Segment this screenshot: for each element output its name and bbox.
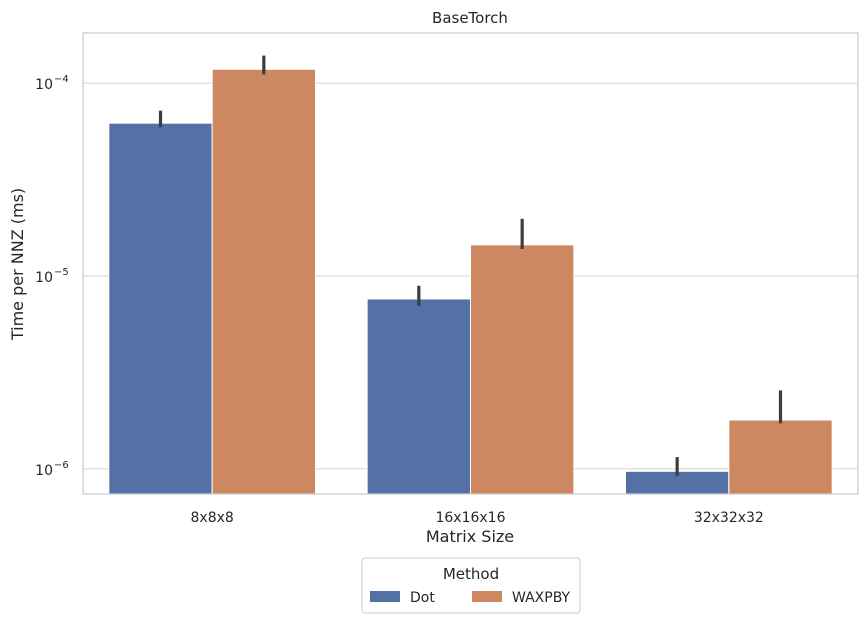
- x-tick-label: 8x8x8: [191, 510, 234, 526]
- legend: Method Dot WAXPBY: [361, 557, 581, 614]
- y-axis-ticks: 10−610−510−4: [35, 74, 69, 479]
- legend-frame: [361, 557, 581, 614]
- x-tick-label: 32x32x32: [694, 510, 764, 526]
- x-axis-ticks: 8x8x8 16x16x16 32x32x32: [191, 510, 764, 526]
- y-tick-label: 10: [35, 77, 53, 93]
- legend-swatch-dot: [370, 591, 400, 602]
- legend-label-dot: Dot: [410, 590, 435, 606]
- y-tick-exponent: −4: [54, 74, 69, 85]
- bar-dot-16x16x16: [366, 298, 471, 495]
- y-tick-label: 10: [35, 463, 53, 479]
- chart-title: BaseTorch: [432, 9, 508, 27]
- bar-waxpby-8x8x8: [211, 68, 317, 495]
- legend-label-waxpby: WAXPBY: [512, 590, 571, 606]
- error-bars: [158, 55, 783, 476]
- x-axis-label: Matrix Size: [426, 527, 514, 546]
- bar-dot-8x8x8: [108, 122, 213, 495]
- y-axis-label: Time per NNZ (ms): [8, 188, 27, 341]
- legend-swatch-waxpby: [472, 591, 502, 602]
- bar-waxpby-32x32x32: [728, 419, 833, 495]
- y-tick-exponent: −5: [54, 267, 69, 278]
- bars: [108, 68, 833, 495]
- bar-waxpby-16x16x16: [470, 244, 575, 495]
- x-tick-label: 16x16x16: [435, 510, 505, 526]
- legend-title: Method: [443, 565, 499, 583]
- plot-area-frame: [82, 32, 859, 495]
- y-tick-exponent: −6: [54, 460, 69, 471]
- y-tick-label: 10: [35, 270, 53, 286]
